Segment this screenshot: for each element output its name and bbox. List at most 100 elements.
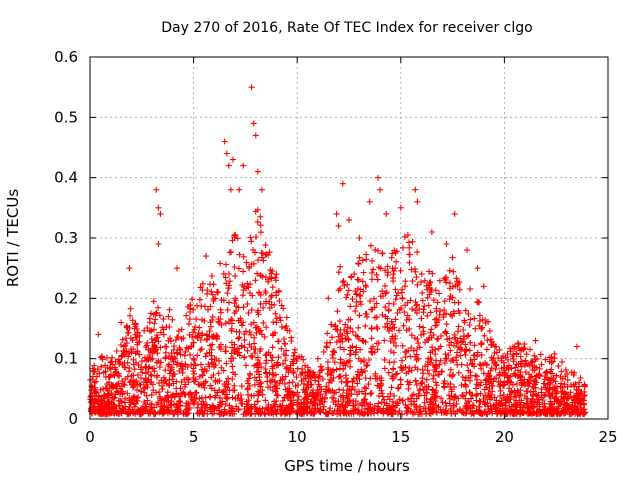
data-point: [500, 353, 506, 360]
data-point: [367, 375, 374, 382]
data-point: [435, 345, 442, 352]
data-point: [213, 336, 220, 343]
data-point: [255, 307, 262, 314]
data-point: [340, 387, 347, 394]
data-point: [265, 252, 272, 259]
data-point: [263, 351, 270, 358]
data-point: [425, 337, 432, 343]
data-point: [460, 327, 467, 333]
data-point: [375, 174, 381, 181]
data-point: [166, 353, 172, 360]
data-point: [289, 358, 296, 365]
data-point: [363, 362, 370, 369]
data-point: [144, 339, 151, 346]
data-point: [488, 365, 495, 372]
data-point: [530, 404, 537, 411]
data-point: [194, 404, 201, 411]
data-point: [524, 400, 531, 407]
data-point: [147, 328, 153, 335]
data-point: [446, 267, 453, 274]
data-point: [190, 329, 197, 336]
data-point: [497, 387, 504, 394]
data-point: [406, 244, 413, 251]
data-point: [573, 386, 580, 393]
data-point: [427, 309, 434, 316]
data-point: [329, 348, 336, 355]
data-point: [245, 284, 252, 291]
data-point: [336, 365, 343, 372]
data-point: [338, 336, 345, 343]
data-point: [233, 403, 240, 410]
data-point: [248, 352, 255, 359]
data-point: [433, 305, 440, 312]
data-point: [162, 367, 169, 374]
data-point: [448, 388, 455, 395]
data-point: [356, 372, 363, 379]
data-point: [403, 317, 410, 323]
data-point: [562, 366, 569, 373]
data-point: [343, 375, 349, 382]
data-point: [500, 382, 506, 389]
data-point: [477, 410, 484, 417]
data-point: [427, 288, 434, 295]
data-point: [465, 311, 472, 317]
data-point: [251, 340, 258, 347]
data-point: [155, 204, 162, 211]
data-point: [302, 375, 309, 382]
data-point: [244, 280, 251, 287]
x-tick-label: 5: [189, 428, 199, 446]
data-point: [443, 241, 450, 247]
data-point: [349, 383, 356, 390]
data-point: [447, 366, 454, 373]
data-point: [151, 343, 158, 350]
data-point: [315, 373, 322, 380]
data-point: [115, 358, 122, 365]
data-point: [465, 332, 472, 339]
data-point: [480, 283, 487, 290]
data-point: [524, 378, 531, 385]
data-point: [370, 343, 376, 350]
data-point: [152, 316, 159, 323]
data-point: [282, 341, 289, 347]
data-point: [243, 328, 249, 335]
data-point: [120, 343, 127, 350]
data-point: [450, 283, 456, 290]
data-point: [561, 406, 567, 413]
data-point: [414, 309, 420, 316]
data-point: [508, 379, 515, 386]
data-point: [325, 365, 331, 371]
data-point: [418, 279, 424, 286]
data-point: [426, 370, 433, 377]
data-point: [153, 309, 160, 316]
data-point: [368, 269, 375, 276]
data-point: [157, 344, 164, 351]
data-point: [153, 335, 160, 341]
data-point: [228, 325, 235, 332]
data-point: [155, 241, 162, 247]
data-point: [270, 402, 277, 409]
data-point: [546, 381, 553, 387]
data-point: [396, 407, 403, 414]
data-point: [388, 384, 395, 391]
data-point: [453, 275, 460, 282]
data-point: [471, 315, 478, 322]
data-point: [126, 265, 133, 272]
data-point: [290, 353, 297, 359]
data-point: [177, 393, 184, 400]
data-point: [169, 391, 176, 398]
data-point: [320, 348, 327, 355]
data-point: [227, 186, 234, 193]
data-point: [467, 339, 474, 346]
data-point: [89, 373, 96, 380]
data-point: [523, 351, 530, 358]
data-point: [263, 300, 269, 307]
data-point: [379, 311, 386, 318]
data-point: [367, 390, 374, 397]
data-point: [264, 405, 271, 412]
data-point: [209, 317, 216, 323]
data-point: [174, 265, 180, 272]
data-point: [243, 362, 249, 369]
data-point: [440, 406, 447, 413]
data-point: [246, 408, 253, 415]
y-tick-label: 0: [68, 410, 78, 428]
